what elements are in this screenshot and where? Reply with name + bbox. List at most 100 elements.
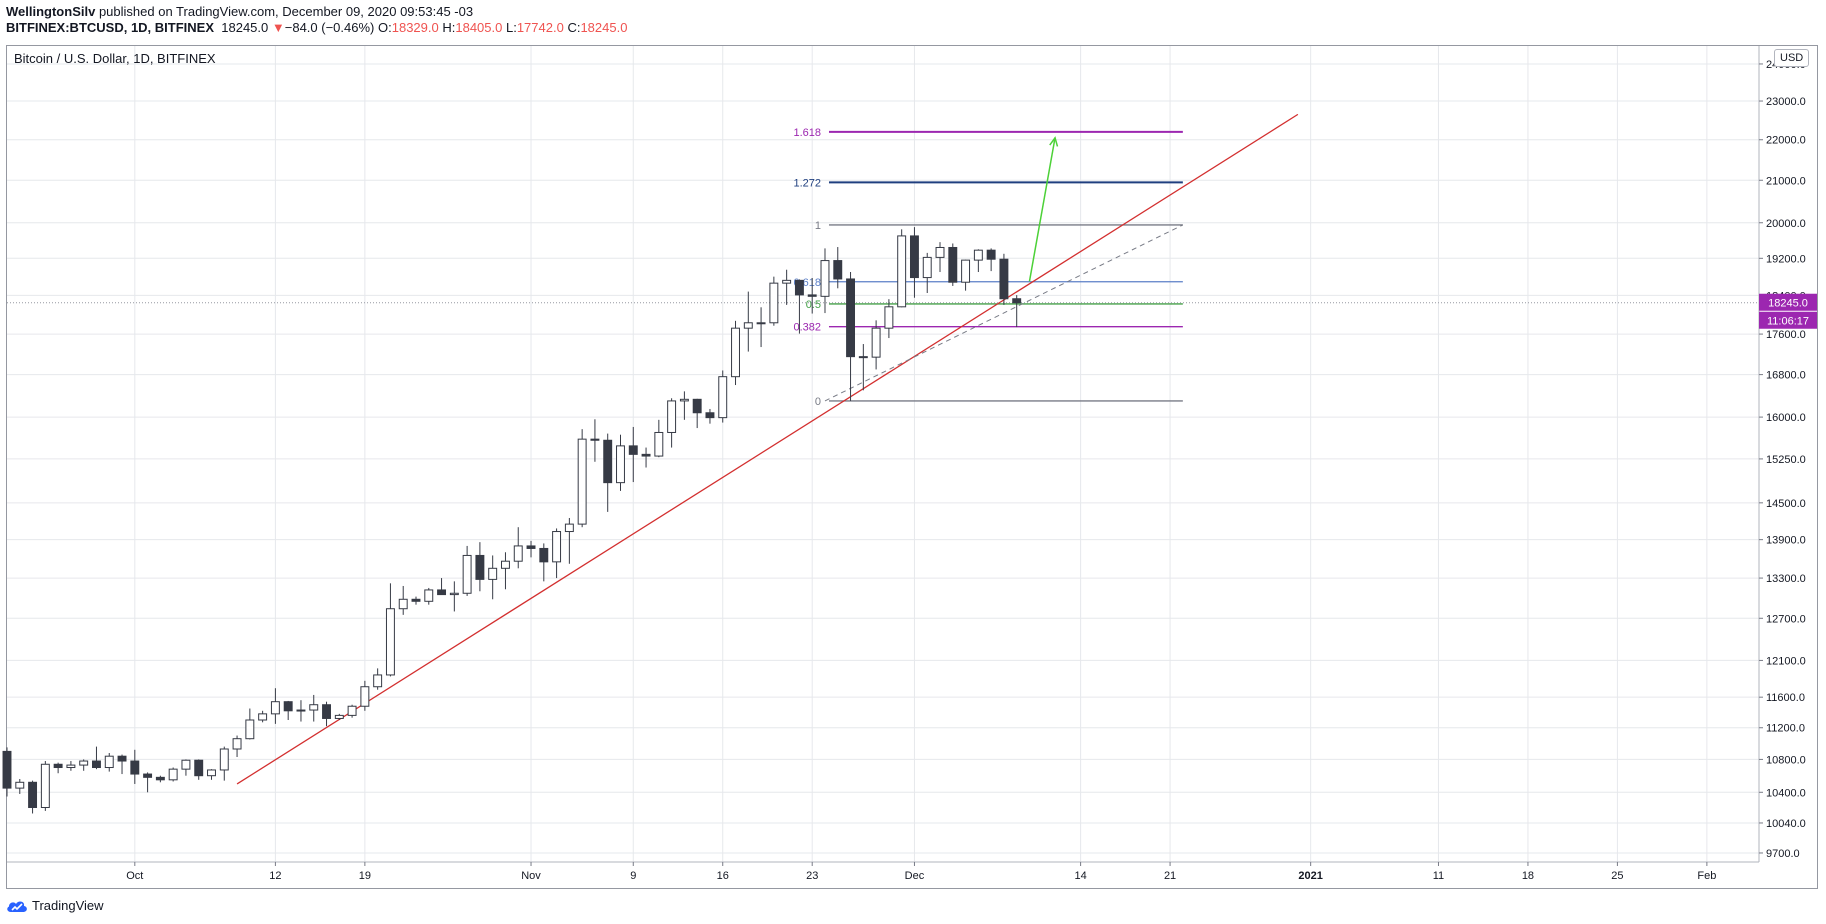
price-tick-label: 23000.0 xyxy=(1766,96,1806,108)
candle-body xyxy=(92,760,101,769)
chart-legend: Bitcoin / U.S. Dollar, 1D, BITFINEX xyxy=(14,51,216,66)
price-tick-label: 13300.0 xyxy=(1766,573,1806,585)
candle xyxy=(245,708,255,740)
candle-body xyxy=(488,567,498,580)
candle xyxy=(258,710,268,723)
candle xyxy=(961,259,971,291)
symbol-info: BITFINEX:BTCUSD, 1D, BITFINEX 18245.0 ▼−… xyxy=(6,20,627,35)
candle-body xyxy=(398,598,408,610)
price-tick-label: 10040.0 xyxy=(1766,818,1806,830)
candle-body xyxy=(500,560,510,569)
time-tick-label: Feb xyxy=(1697,870,1716,882)
open-label: O: xyxy=(378,20,392,35)
candle-body xyxy=(283,701,293,712)
fib-level-label: 0.5 xyxy=(806,299,821,311)
countdown-badge-label: 11:06:17 xyxy=(1767,316,1809,328)
candle-body xyxy=(117,755,127,762)
candle xyxy=(564,517,574,564)
candle-body xyxy=(973,249,983,261)
candle-body xyxy=(15,781,25,789)
candle-body xyxy=(513,545,523,562)
low-label: L: xyxy=(505,20,517,35)
target-arrow-head xyxy=(1049,136,1059,147)
candle xyxy=(270,688,280,724)
candle xyxy=(398,585,408,615)
candle-body xyxy=(462,554,472,594)
candle xyxy=(731,320,740,386)
candle-body xyxy=(909,235,919,279)
price-tick-label: 11600.0 xyxy=(1766,692,1805,704)
candle-body xyxy=(743,322,753,329)
candle-body xyxy=(756,322,766,325)
price-tick-label: 21000.0 xyxy=(1766,175,1806,187)
candle-body xyxy=(449,592,459,596)
candle-body xyxy=(347,705,357,716)
candle xyxy=(309,694,319,722)
time-tick-label: 19 xyxy=(359,870,371,882)
candle-body xyxy=(539,547,549,563)
candle-body xyxy=(2,750,12,789)
candle-body xyxy=(104,755,114,769)
candle-body xyxy=(334,714,344,719)
candle-body xyxy=(718,376,728,419)
candle xyxy=(871,320,881,370)
candle xyxy=(296,700,306,722)
price-change: −84.0 (−0.46%) xyxy=(284,20,375,35)
candle xyxy=(15,778,25,794)
candle-body xyxy=(130,760,140,775)
low-value: 17742.0 xyxy=(516,20,564,35)
candle-body xyxy=(385,608,395,676)
candle-body xyxy=(871,327,881,358)
candle xyxy=(168,767,178,782)
candle-body xyxy=(552,531,562,563)
candle-body xyxy=(961,259,971,283)
candle-body xyxy=(270,701,280,715)
time-tick-label: Dec xyxy=(905,870,925,882)
price-tick-label: 10400.0 xyxy=(1766,787,1806,799)
candle xyxy=(437,578,447,596)
candle-body xyxy=(731,327,740,378)
author-name[interactable]: WellingtonSilv xyxy=(6,4,96,19)
time-tick-label: 2021 xyxy=(1298,870,1322,882)
candle xyxy=(283,700,293,721)
candle xyxy=(1012,295,1022,328)
candle xyxy=(28,780,38,814)
candle-body xyxy=(897,235,907,308)
candle xyxy=(130,749,140,784)
last-price-badge-label: 18245.0 xyxy=(1768,298,1808,310)
currency-button[interactable]: USD xyxy=(1774,49,1810,67)
candle xyxy=(794,279,804,334)
fib-level-label: 0.382 xyxy=(793,322,821,334)
candle-body xyxy=(207,769,216,777)
candle xyxy=(846,272,856,401)
tradingview-logo[interactable]: TradingView xyxy=(6,898,104,913)
candle xyxy=(807,278,817,314)
candle-body xyxy=(155,776,165,781)
candles xyxy=(2,227,1022,814)
candle xyxy=(820,248,830,314)
time-tick-label: Oct xyxy=(126,870,143,882)
time-tick-label: 23 xyxy=(806,870,818,882)
candle-body xyxy=(219,748,229,771)
candle xyxy=(449,581,459,612)
candle-body xyxy=(590,438,600,441)
candle xyxy=(628,426,638,483)
candle-body xyxy=(654,431,664,457)
price-tick-label: 15250.0 xyxy=(1766,454,1806,466)
candle-body xyxy=(679,398,689,402)
candle-body xyxy=(667,400,677,433)
candle-body xyxy=(641,453,651,457)
candle xyxy=(194,759,204,780)
candle-body xyxy=(705,412,715,419)
candle-body xyxy=(194,759,204,777)
candle xyxy=(743,291,753,352)
candle xyxy=(718,370,728,423)
candle-body xyxy=(782,279,792,284)
time-tick-label: 14 xyxy=(1074,870,1086,882)
candle xyxy=(756,307,766,348)
candle xyxy=(360,680,370,711)
high-value: 18405.0 xyxy=(455,20,503,35)
countdown-badge xyxy=(1759,311,1817,329)
close-label: C: xyxy=(567,20,581,35)
